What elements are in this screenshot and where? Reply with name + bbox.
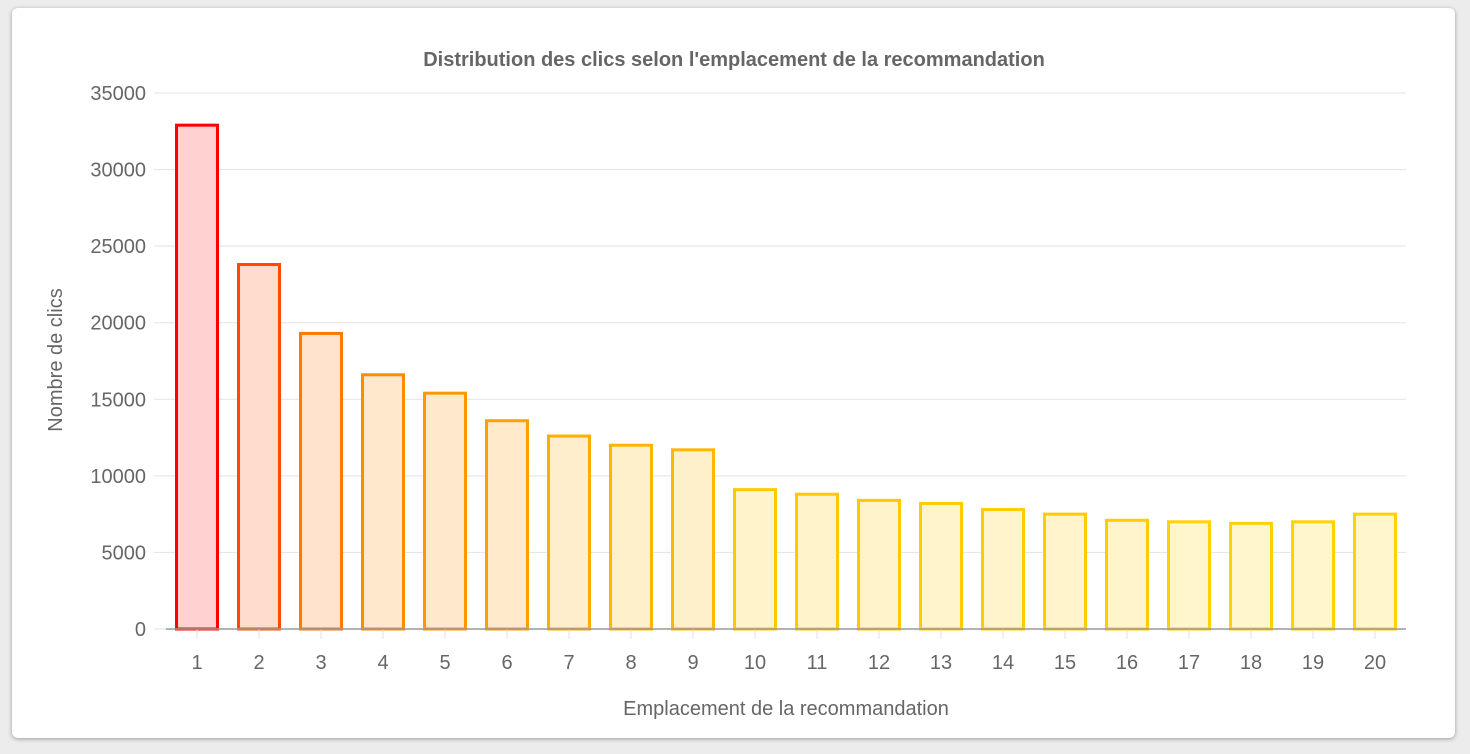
x-tick-label: 8	[625, 652, 636, 674]
bar-2[interactable]	[237, 263, 281, 631]
x-axis-title: Emplacement de la recommandation	[623, 698, 949, 720]
y-tick-label: 30000	[90, 160, 146, 182]
bar-12[interactable]	[857, 498, 901, 631]
x-tick-label: 16	[1116, 652, 1138, 674]
x-tick-label: 13	[930, 652, 952, 674]
bar-5[interactable]	[423, 391, 467, 631]
y-axis-ticks: 0 5000 10000 15000 20000 25000 30000 35000	[90, 83, 146, 641]
bar-13[interactable]	[919, 501, 963, 631]
x-tick-label: 7	[563, 652, 574, 674]
y-tick-label: 5000	[102, 542, 147, 564]
bar-16[interactable]	[1105, 518, 1149, 631]
x-tick-label: 9	[687, 652, 698, 674]
y-axis-title: Nombre de clics	[45, 288, 67, 431]
x-tick-label: 1	[191, 652, 202, 674]
bar-17[interactable]	[1167, 520, 1211, 631]
y-tick-label: 20000	[90, 313, 146, 335]
y-tick-label: 35000	[90, 83, 146, 105]
chart-title: Distribution des clics selon l'emplaceme…	[423, 49, 1045, 71]
x-tick-label: 6	[501, 652, 512, 674]
x-tick-label: 2	[253, 652, 264, 674]
bar-10[interactable]	[733, 488, 777, 631]
x-tick-label: 5	[439, 652, 450, 674]
bar-4[interactable]	[361, 373, 405, 631]
bar-3[interactable]	[299, 331, 343, 631]
bar-1[interactable]	[175, 123, 219, 631]
bar-6[interactable]	[485, 419, 529, 631]
x-axis-ticks: 1 2 3 4 5 6 7 8 9 10 11 12 13 14 15 16 17 18 19 20	[191, 629, 1386, 674]
x-tick-label: 15	[1054, 652, 1076, 674]
bars	[175, 123, 1397, 631]
bar-14[interactable]	[981, 508, 1025, 631]
bar-19[interactable]	[1291, 520, 1335, 631]
bar-15[interactable]	[1043, 512, 1087, 631]
x-tick-label: 12	[868, 652, 890, 674]
x-tick-label: 11	[807, 652, 828, 674]
x-tick-label: 3	[315, 652, 326, 674]
y-tick-label: 0	[135, 619, 146, 641]
x-tick-label: 14	[992, 652, 1014, 674]
y-tick-label: 25000	[90, 236, 146, 258]
y-tick-label: 15000	[90, 389, 146, 411]
x-tick-label: 20	[1364, 652, 1386, 674]
x-tick-label: 19	[1302, 652, 1324, 674]
x-tick-label: 18	[1240, 652, 1262, 674]
x-tick-label: 17	[1178, 652, 1200, 674]
bar-18[interactable]	[1229, 521, 1273, 631]
bar-8[interactable]	[609, 443, 653, 631]
bar-9[interactable]	[671, 448, 715, 631]
y-tick-label: 10000	[90, 466, 146, 488]
bar-11[interactable]	[795, 492, 839, 631]
x-tick-label: 10	[744, 652, 766, 674]
bar-7[interactable]	[547, 434, 591, 631]
bar-20[interactable]	[1353, 512, 1397, 631]
x-tick-label: 4	[377, 652, 388, 674]
